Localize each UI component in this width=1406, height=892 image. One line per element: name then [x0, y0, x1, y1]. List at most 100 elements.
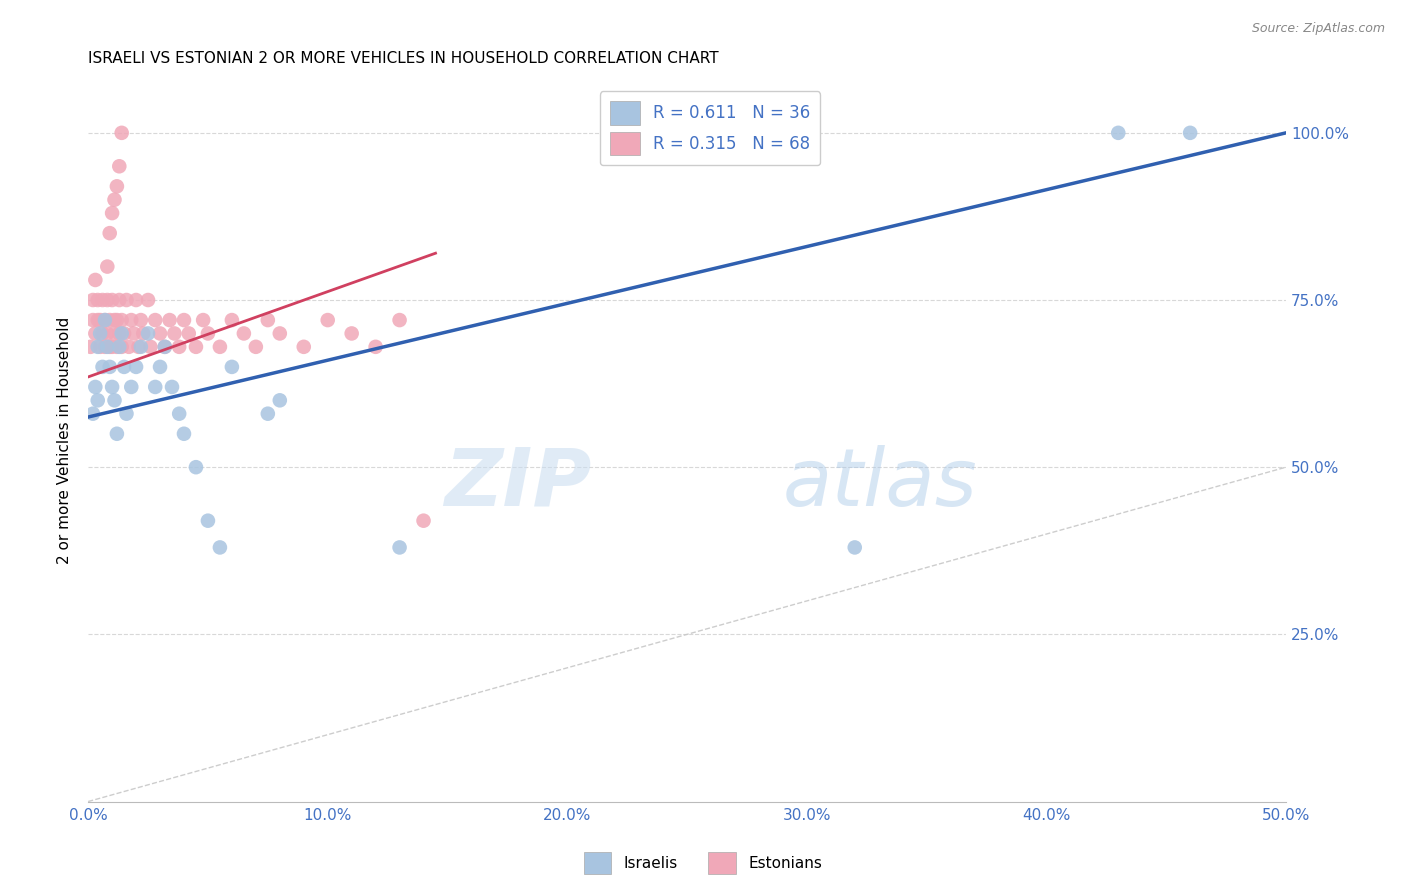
- Point: [844, 541, 866, 555]
- Point: [269, 326, 291, 341]
- Point: [256, 313, 278, 327]
- Point: [105, 313, 128, 327]
- Point: [143, 313, 166, 327]
- Point: [98, 226, 121, 240]
- Point: [149, 326, 172, 341]
- Point: [89, 340, 111, 354]
- Point: [149, 359, 172, 374]
- Point: [87, 340, 110, 354]
- Point: [232, 326, 254, 341]
- Point: [115, 293, 138, 307]
- Legend: R = 0.611   N = 36, R = 0.315   N = 68: R = 0.611 N = 36, R = 0.315 N = 68: [599, 91, 820, 165]
- Point: [111, 340, 134, 354]
- Point: [256, 407, 278, 421]
- Point: [1178, 126, 1201, 140]
- Point: [87, 393, 110, 408]
- Point: [139, 340, 162, 354]
- Point: [87, 293, 110, 307]
- Point: [208, 541, 231, 555]
- Point: [160, 380, 183, 394]
- Point: [91, 359, 114, 374]
- Point: [115, 407, 138, 421]
- Point: [96, 260, 118, 274]
- Text: atlas: atlas: [783, 445, 977, 523]
- Point: [136, 326, 159, 341]
- Point: [173, 426, 195, 441]
- Point: [388, 313, 411, 327]
- Point: [108, 340, 131, 354]
- Point: [292, 340, 315, 354]
- Point: [125, 293, 148, 307]
- Point: [221, 313, 243, 327]
- Point: [91, 293, 114, 307]
- Point: [103, 313, 125, 327]
- Point: [94, 340, 117, 354]
- Point: [316, 313, 339, 327]
- Point: [184, 340, 207, 354]
- Point: [197, 514, 219, 528]
- Point: [96, 326, 118, 341]
- Point: [112, 326, 135, 341]
- Text: Source: ZipAtlas.com: Source: ZipAtlas.com: [1251, 22, 1385, 36]
- Point: [132, 326, 155, 341]
- Point: [208, 340, 231, 354]
- Point: [159, 313, 181, 327]
- Point: [364, 340, 387, 354]
- Point: [197, 326, 219, 341]
- Point: [84, 326, 107, 341]
- Point: [125, 359, 148, 374]
- Point: [94, 313, 117, 327]
- Point: [103, 326, 125, 341]
- Point: [111, 313, 134, 327]
- Point: [245, 340, 267, 354]
- Point: [412, 514, 434, 528]
- Point: [108, 159, 131, 173]
- Point: [98, 313, 121, 327]
- Point: [96, 293, 118, 307]
- Point: [112, 359, 135, 374]
- Point: [82, 293, 104, 307]
- Point: [153, 340, 176, 354]
- Point: [167, 340, 190, 354]
- Point: [89, 313, 111, 327]
- Point: [96, 340, 118, 354]
- Point: [120, 380, 142, 394]
- Point: [163, 326, 186, 341]
- Point: [167, 407, 190, 421]
- Point: [143, 380, 166, 394]
- Point: [269, 393, 291, 408]
- Point: [82, 407, 104, 421]
- Point: [129, 340, 152, 354]
- Text: ISRAELI VS ESTONIAN 2 OR MORE VEHICLES IN HOUSEHOLD CORRELATION CHART: ISRAELI VS ESTONIAN 2 OR MORE VEHICLES I…: [89, 51, 718, 66]
- Point: [103, 393, 125, 408]
- Point: [101, 293, 124, 307]
- Point: [101, 340, 124, 354]
- Point: [84, 273, 107, 287]
- Point: [105, 426, 128, 441]
- Point: [177, 326, 200, 341]
- Point: [82, 313, 104, 327]
- Point: [191, 313, 214, 327]
- Legend: Israelis, Estonians: Israelis, Estonians: [578, 846, 828, 880]
- Point: [129, 313, 152, 327]
- Point: [84, 380, 107, 394]
- Point: [94, 313, 117, 327]
- Point: [136, 293, 159, 307]
- Point: [127, 340, 149, 354]
- Point: [105, 340, 128, 354]
- Point: [388, 541, 411, 555]
- Point: [98, 340, 121, 354]
- Point: [153, 340, 176, 354]
- Point: [87, 313, 110, 327]
- Point: [1107, 126, 1129, 140]
- Point: [120, 313, 142, 327]
- Point: [111, 126, 134, 140]
- Text: ZIP: ZIP: [444, 445, 592, 523]
- Point: [173, 313, 195, 327]
- Point: [98, 359, 121, 374]
- Point: [108, 293, 131, 307]
- Point: [221, 359, 243, 374]
- Point: [111, 326, 134, 341]
- Point: [103, 193, 125, 207]
- Point: [108, 326, 131, 341]
